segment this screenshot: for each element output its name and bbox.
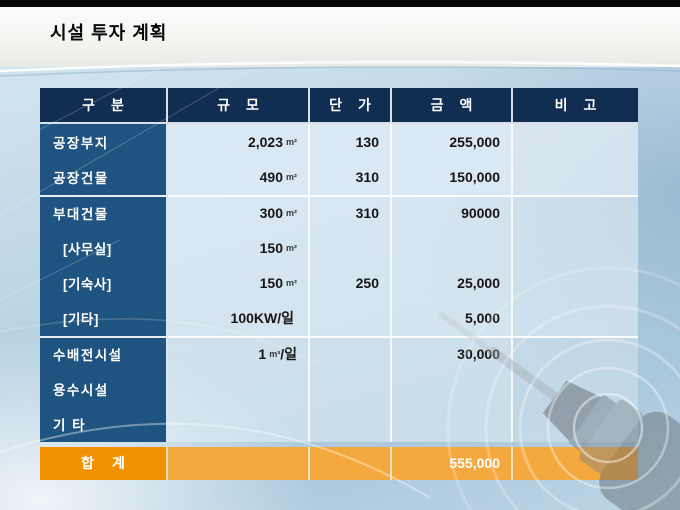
scale-text: 1 bbox=[258, 346, 267, 363]
page-title: 시설 투자 계획 bbox=[50, 23, 168, 43]
scale-cell: 1 m³/일 bbox=[168, 335, 310, 372]
header-cell-2: 단 가 bbox=[310, 88, 392, 124]
row-label: 공장부지 bbox=[40, 124, 168, 160]
header-cell-3: 금 액 bbox=[392, 88, 513, 124]
row-label: [기숙사] bbox=[40, 265, 168, 301]
amount-cell: 30,000 bbox=[392, 335, 513, 372]
note-cell bbox=[513, 194, 638, 230]
amount-cell: 150,000 bbox=[392, 159, 513, 195]
note-cell bbox=[513, 159, 638, 195]
total-unit-price-cell bbox=[310, 446, 392, 480]
note-cell bbox=[513, 371, 638, 407]
scale-text: m² bbox=[286, 171, 297, 182]
unit-price-cell: 130 bbox=[310, 124, 392, 160]
row-label: 기 타 bbox=[40, 406, 168, 442]
amount-cell bbox=[392, 371, 513, 407]
title-zone bbox=[0, 7, 680, 67]
scale-cell: 300 m² bbox=[168, 194, 310, 230]
row-label: [사무실] bbox=[40, 229, 168, 266]
total-scale-cell bbox=[168, 446, 310, 480]
scale-cell bbox=[168, 406, 310, 442]
scale-cell: 490 m² bbox=[168, 159, 310, 195]
unit-price-cell bbox=[310, 335, 392, 372]
scale-text: m² bbox=[286, 136, 297, 147]
row-label: 용수시설 bbox=[40, 371, 168, 407]
header-cell-0: 구 분 bbox=[40, 88, 168, 124]
note-cell bbox=[513, 335, 638, 372]
amount-cell: 5,000 bbox=[392, 300, 513, 336]
total-note-cell bbox=[513, 446, 638, 480]
note-cell bbox=[513, 406, 638, 442]
note-cell bbox=[513, 229, 638, 266]
amount-cell: 255,000 bbox=[392, 124, 513, 160]
unit-price-cell bbox=[310, 371, 392, 407]
row-label: 부대건물 bbox=[40, 194, 168, 230]
header-cell-4: 비 고 bbox=[513, 88, 638, 124]
scale-text: 490 bbox=[259, 168, 283, 185]
scale-text: m² bbox=[286, 208, 297, 219]
scale-text: /일 bbox=[280, 346, 297, 363]
total-amount-cell: 555,000 bbox=[392, 446, 513, 480]
top-black-bar bbox=[0, 0, 680, 7]
scale-cell: 150 m² bbox=[168, 229, 310, 266]
unit-price-cell: 250 bbox=[310, 265, 392, 301]
scale-text: 100KW/일 bbox=[230, 310, 294, 327]
note-cell bbox=[513, 124, 638, 160]
amount-cell: 90000 bbox=[392, 194, 513, 230]
row-label: 공장건물 bbox=[40, 159, 168, 195]
unit-price-cell bbox=[310, 406, 392, 442]
scale-text: 300 bbox=[259, 205, 283, 222]
scale-text: m³ bbox=[269, 349, 281, 360]
scale-text: m² bbox=[286, 242, 297, 253]
scale-text: 150 bbox=[259, 274, 283, 291]
total-label: 합 계 bbox=[40, 446, 168, 480]
scale-text: 150 bbox=[259, 239, 283, 256]
unit-price-cell: 310 bbox=[310, 159, 392, 195]
scale-cell bbox=[168, 371, 310, 407]
amount-cell: 25,000 bbox=[392, 265, 513, 301]
row-label: [기타] bbox=[40, 300, 168, 336]
amount-cell bbox=[392, 229, 513, 266]
scale-cell: 100KW/일 bbox=[168, 300, 310, 336]
scale-text: m² bbox=[286, 277, 297, 288]
unit-price-cell bbox=[310, 229, 392, 266]
scale-cell: 150 m² bbox=[168, 265, 310, 301]
scale-cell: 2,023 m² bbox=[168, 124, 310, 160]
amount-cell bbox=[392, 406, 513, 442]
note-cell bbox=[513, 265, 638, 301]
unit-price-cell: 310 bbox=[310, 194, 392, 230]
note-cell bbox=[513, 300, 638, 336]
row-label: 수배전시설 bbox=[40, 335, 168, 372]
unit-price-cell bbox=[310, 300, 392, 336]
header-cell-1: 규 모 bbox=[168, 88, 310, 124]
scale-text: 2,023 bbox=[247, 133, 283, 150]
